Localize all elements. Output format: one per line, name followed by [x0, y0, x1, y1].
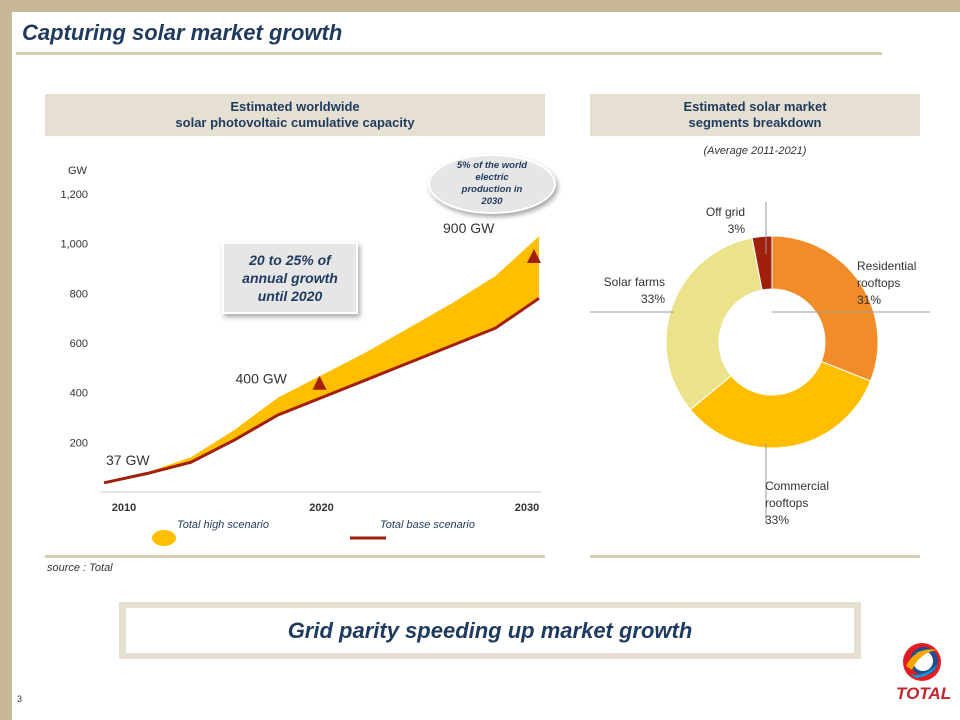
segments-header-line2: segments breakdown: [688, 115, 822, 130]
milestone-marker: [527, 249, 541, 264]
capacity-area-chart: 200 400 600 800 1,000 1,200 2010 2020 2030 37 G…: [60, 165, 541, 546]
legend-high-label: Total high scenario: [177, 519, 269, 531]
segment-label: Off grid: [706, 205, 745, 219]
segment-label: rooftops: [857, 276, 900, 290]
total-logo-icon: [903, 643, 941, 681]
segment-label: 33%: [765, 513, 789, 527]
capacity-annotation: 900 GW: [443, 220, 495, 236]
x-tick-label: 2020: [309, 502, 333, 514]
left-panel-bottom-rule: [45, 555, 545, 558]
growth-rate-callout: 20 to 25% of annual growth until 2020: [222, 242, 358, 314]
y-tick-label: 1,200: [60, 189, 88, 201]
capacity-annotation: 400 GW: [236, 371, 288, 387]
donut-slice: [771, 235, 879, 382]
slide-title: Capturing solar market growth: [22, 20, 343, 45]
donut-slice: [689, 360, 872, 449]
growth-callout-line1: 20 to 25% of: [249, 252, 331, 268]
segments-donut-chart: Residential rooftops 31% Commercial rooftops…: [590, 202, 930, 527]
production-share-callout: 5% of the world electric production in 2…: [428, 154, 556, 214]
base-scenario-line: [103, 297, 540, 485]
segments-header-line1: Estimated solar market: [683, 99, 827, 114]
share-callout-line4: 2030: [481, 196, 503, 207]
x-tick-label: 2030: [515, 502, 539, 514]
growth-callout-line3: until 2020: [257, 288, 323, 304]
segment-label: 31%: [857, 293, 881, 307]
segment-label: rooftops: [765, 496, 808, 510]
donut-slice: [751, 235, 773, 291]
key-message-text: Grid parity speeding up market growth: [126, 608, 854, 653]
y-tick-label: 400: [70, 388, 88, 400]
total-logo-wordmark: TOTAL: [896, 684, 952, 703]
y-axis-unit-label: GW: [68, 165, 88, 177]
capacity-header-line1: Estimated worldwide: [230, 99, 360, 114]
share-callout-line2: electric: [475, 172, 509, 183]
y-tick-label: 800: [70, 288, 88, 300]
donut-slice: [665, 237, 763, 411]
capacity-annotation: 37 GW: [106, 452, 150, 468]
share-callout-line3: production in: [461, 184, 523, 195]
y-tick-label: 200: [70, 437, 88, 449]
segment-label: Solar farms: [604, 275, 665, 289]
right-panel-bottom-rule: [590, 555, 920, 558]
source-note: source : Total: [47, 562, 113, 574]
growth-callout-line2: annual growth: [242, 270, 338, 286]
segments-chart-header: Estimated solar market segments breakdow…: [590, 94, 920, 136]
legend-high-swatch: [152, 530, 176, 546]
slide-canvas: Capturing solar market growth Estimated …: [12, 12, 960, 720]
legend-base-label: Total base scenario: [380, 519, 475, 531]
segment-label: 3%: [728, 222, 746, 236]
segment-label: Residential: [857, 259, 916, 273]
key-message-banner: Grid parity speeding up market growth: [119, 602, 861, 659]
milestone-marker: [312, 375, 327, 390]
segment-label: 33%: [641, 292, 665, 306]
capacity-header-line2: solar photovoltaic cumulative capacity: [175, 115, 415, 130]
page-number: 3: [17, 694, 23, 704]
y-tick-label: 600: [70, 338, 88, 350]
y-tick-label: 1,000: [60, 239, 88, 251]
title-divider: [16, 52, 882, 55]
segment-label: Commercial: [765, 479, 829, 493]
segments-subtitle: (Average 2011-2021): [703, 145, 807, 157]
x-tick-label: 2010: [112, 502, 136, 514]
capacity-chart-header: Estimated worldwide solar photovoltaic c…: [45, 94, 545, 136]
share-callout-line1: 5% of the world: [456, 160, 528, 171]
